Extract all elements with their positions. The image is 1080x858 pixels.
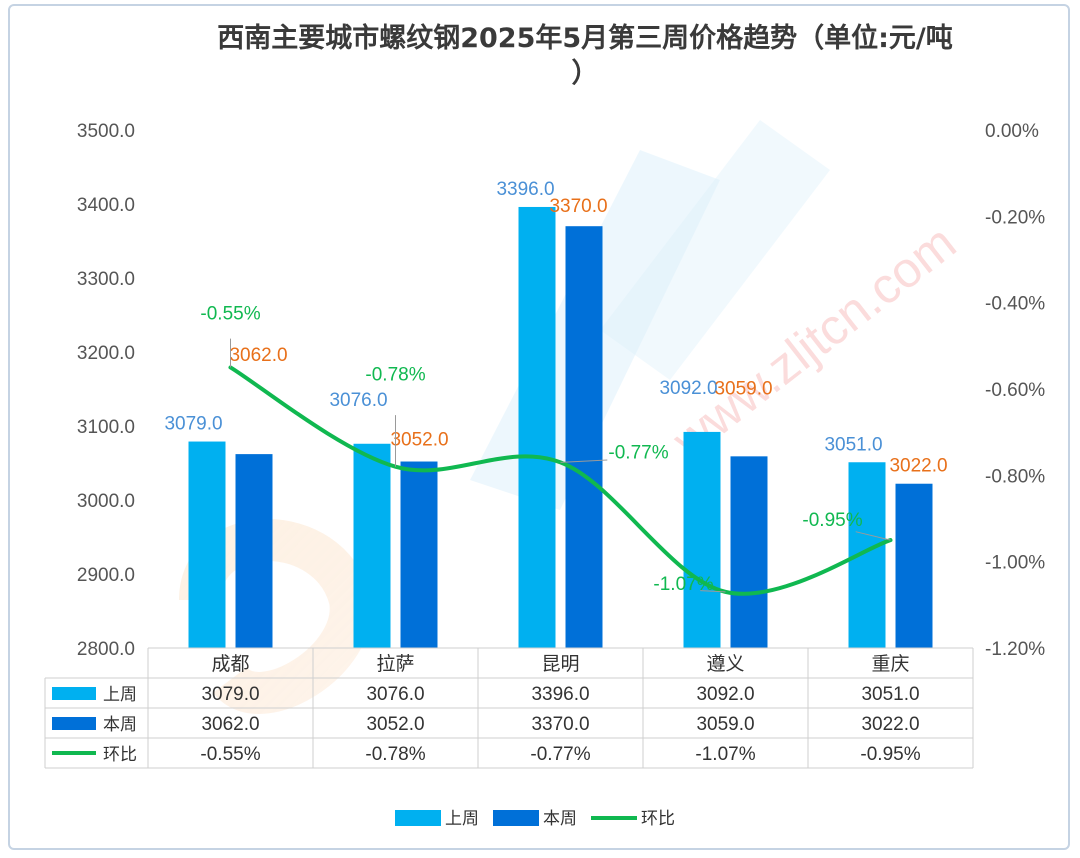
data-label-this-week: 3370.0 (549, 196, 607, 217)
table-cell: 3076.0 (366, 684, 424, 705)
legend: 上周 本周 环比 (395, 809, 675, 829)
y-tick-label-left: 2900.0 (77, 565, 135, 586)
legend-label: 环比 (641, 809, 675, 829)
bar-this-week (235, 454, 273, 648)
table-cell: 3059.0 (696, 714, 754, 735)
leader-line (855, 531, 891, 541)
table-cell: 3079.0 (201, 684, 259, 705)
y-tick-label-left: 3000.0 (77, 491, 135, 512)
y-tick-label-left: 3100.0 (77, 417, 135, 438)
data-label-last-week: 3076.0 (329, 390, 387, 411)
table-row-header: 上周 (103, 685, 137, 705)
data-label-huanbi: -1.07% (653, 574, 713, 595)
y-tick-label-right: 0.00% (985, 121, 1039, 142)
data-label-this-week: 3062.0 (229, 345, 287, 366)
bar-last-week (683, 431, 721, 648)
data-label-last-week: 3079.0 (164, 414, 222, 435)
table-legend-swatch (52, 717, 96, 730)
data-label-this-week: 3052.0 (390, 430, 448, 451)
table-cell: -0.55% (200, 744, 260, 765)
y-tick-label-left: 3200.0 (77, 343, 135, 364)
legend-swatch (395, 810, 441, 826)
table-category-header: 重庆 (871, 653, 909, 675)
data-label-last-week: 3396.0 (496, 179, 554, 200)
legend-label: 上周 (445, 809, 479, 829)
data-label-last-week: 3092.0 (659, 378, 717, 399)
table-cell: 3052.0 (366, 714, 424, 735)
chart-title-line2: ） (572, 58, 599, 89)
legend-swatch (493, 810, 539, 826)
y-tick-label-right: -1.20% (985, 639, 1045, 660)
right-y-axis: 0.00% -0.20% -0.40% -0.60% -0.80% -1.00% -1.20… (985, 121, 1045, 660)
table-cell: -0.77% (530, 744, 590, 765)
table-cell: 3062.0 (201, 714, 259, 735)
table-cell: 3396.0 (531, 684, 589, 705)
bar-this-week (730, 456, 768, 648)
data-label-huanbi: -0.77% (608, 442, 668, 463)
data-labels: 3079.0 3076.0 3396.0 3092.0 3051.0 3062.0 3052… (164, 179, 947, 595)
data-label-this-week: 3059.0 (714, 378, 772, 399)
bar-this-week (565, 226, 603, 648)
bar-last-week (188, 441, 226, 648)
table-cell: 3370.0 (531, 714, 589, 735)
table-category-header: 成都 (211, 653, 249, 675)
chart-title: 西南主要城市螺纹钢2025年5月第三周价格趋势（单位:元/吨 (217, 22, 953, 54)
table-row-header: 本周 (103, 715, 137, 735)
table-category-header: 拉萨 (376, 653, 414, 675)
table-cell: -0.95% (860, 744, 920, 765)
data-label-huanbi: -0.95% (802, 510, 862, 531)
table-category-header: 昆明 (541, 654, 579, 675)
table-category-header: 遵义 (706, 653, 744, 675)
bar-this-week (400, 461, 438, 648)
y-tick-label-left: 3400.0 (77, 195, 135, 216)
table-cell: 3051.0 (861, 684, 919, 705)
table-row-header: 环比 (103, 745, 137, 765)
bar-last-week (353, 443, 391, 648)
y-tick-label-right: -0.80% (985, 466, 1045, 487)
y-tick-label-right: -0.20% (985, 207, 1045, 228)
table-cell: 3092.0 (696, 684, 754, 705)
table-cell: -0.78% (365, 744, 425, 765)
data-label-this-week: 3022.0 (889, 456, 947, 477)
leader-line (700, 590, 726, 593)
data-label-last-week: 3051.0 (824, 434, 882, 455)
table-cell: 3022.0 (861, 714, 919, 735)
y-tick-label-left: 3500.0 (77, 121, 135, 142)
table-cell: -1.07% (695, 744, 755, 765)
leader-line (560, 459, 608, 463)
legend-label: 本周 (543, 809, 577, 829)
table-legend-swatch (52, 687, 96, 700)
y-tick-label-left: 3300.0 (77, 269, 135, 290)
y-tick-label-right: -1.00% (985, 553, 1045, 574)
bar-this-week (895, 483, 933, 648)
bar-last-week (518, 206, 556, 648)
y-tick-label-right: -0.40% (985, 294, 1045, 315)
y-tick-label-left: 2800.0 (77, 639, 135, 660)
y-tick-label-right: -0.60% (985, 380, 1045, 401)
data-label-huanbi: -0.78% (365, 365, 425, 386)
data-label-huanbi: -0.55% (200, 303, 260, 324)
left-y-axis: 3500.0 3400.0 3300.0 3200.0 3100.0 3000.0 2900… (77, 121, 135, 660)
